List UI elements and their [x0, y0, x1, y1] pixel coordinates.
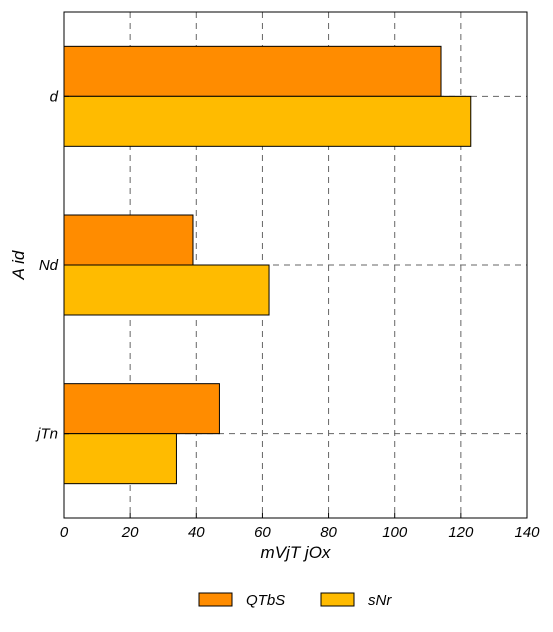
x-tick-label: 40	[188, 524, 205, 541]
x-tick-label: 140	[514, 524, 540, 541]
y-axis-ticks: d Nd jTn	[35, 88, 69, 443]
x-axis-ticks: 0 20 40 60 80 100 120 140	[60, 513, 540, 541]
x-tick-label: 80	[320, 524, 337, 541]
x-tick-label: 0	[60, 524, 69, 541]
bars	[63, 45, 472, 485]
legend: QTbS sNr	[198, 592, 392, 609]
x-axis-title: mVjT jOx	[261, 543, 331, 562]
y-tick-label: d	[50, 88, 59, 105]
y-axis-title: A id	[9, 250, 28, 280]
bar	[63, 95, 472, 147]
y-tick-label: Nd	[39, 257, 59, 274]
x-tick-label: 60	[254, 524, 271, 541]
legend-label: sNr	[368, 592, 392, 609]
x-tick-label: 20	[121, 524, 139, 541]
legend-swatch	[198, 592, 233, 607]
x-tick-label: 120	[448, 524, 474, 541]
legend-label: QTbS	[246, 592, 285, 609]
legend-swatch	[320, 592, 355, 607]
bar	[63, 45, 442, 97]
x-tick-label: 100	[382, 524, 408, 541]
bar	[63, 383, 220, 435]
y-tick-label: jTn	[35, 426, 58, 443]
bar	[63, 214, 194, 266]
bar	[63, 433, 177, 485]
bar	[63, 264, 270, 316]
